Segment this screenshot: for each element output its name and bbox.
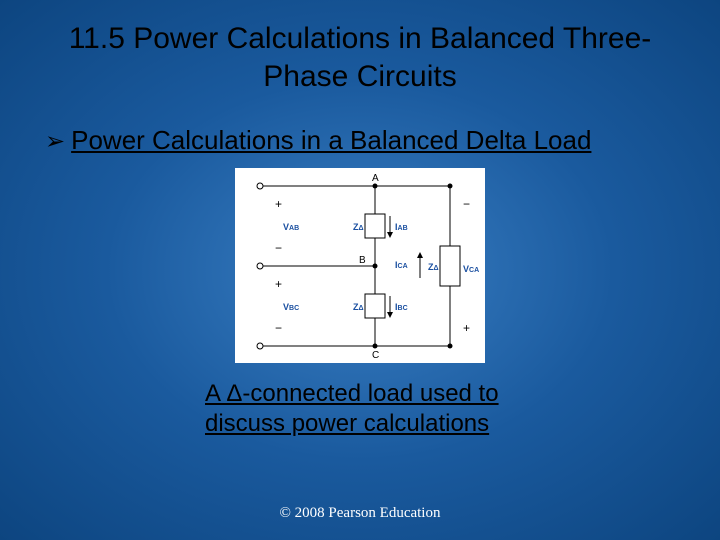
svg-text:−: − xyxy=(275,321,282,335)
svg-text:ZΔ: ZΔ xyxy=(353,222,364,232)
svg-text:B: B xyxy=(359,255,366,266)
svg-text:ICA: ICA xyxy=(395,260,408,270)
svg-text:−: − xyxy=(463,197,470,211)
caption-line-1: A Δ-connected load used to xyxy=(205,380,499,407)
slide-title: 11.5 Power Calculations in Balanced Thre… xyxy=(40,20,680,95)
svg-text:IBC: IBC xyxy=(395,302,408,312)
svg-text:−: − xyxy=(275,241,282,255)
caption-line-2: discuss power calculations xyxy=(205,410,489,437)
svg-text:+: + xyxy=(275,197,282,211)
copyright-text: © 2008 Pearson Education xyxy=(0,505,720,522)
svg-text:C: C xyxy=(372,350,379,361)
bullet-text: Power Calculations in a Balanced Delta L… xyxy=(71,125,591,156)
diagram-caption: A Δ-connected load used to discuss power… xyxy=(205,379,680,439)
circuit-diagram: ZΔ ZΔ ZΔ A B C IAB IBC ICA + − xyxy=(235,168,485,363)
svg-text:IAB: IAB xyxy=(395,222,408,232)
svg-text:VBC: VBC xyxy=(283,302,299,312)
diagram-container: ZΔ ZΔ ZΔ A B C IAB IBC ICA + − xyxy=(40,168,680,363)
svg-text:A: A xyxy=(372,173,379,184)
svg-text:VCA: VCA xyxy=(463,264,479,274)
svg-text:+: + xyxy=(463,321,470,335)
svg-text:ZΔ: ZΔ xyxy=(428,262,439,272)
bullet-row: ➢ Power Calculations in a Balanced Delta… xyxy=(40,125,680,156)
bullet-arrow-icon: ➢ xyxy=(45,127,65,156)
svg-text:VAB: VAB xyxy=(283,222,299,232)
svg-text:ZΔ: ZΔ xyxy=(353,302,364,312)
svg-text:+: + xyxy=(275,277,282,291)
